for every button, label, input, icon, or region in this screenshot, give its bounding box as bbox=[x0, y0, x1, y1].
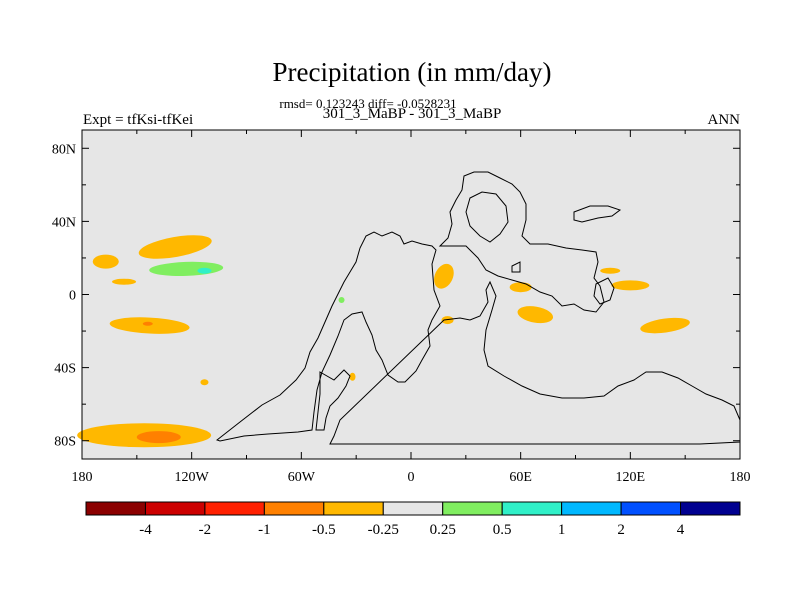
anomaly-layer bbox=[77, 235, 690, 448]
eurasia-coastline bbox=[438, 171, 605, 313]
chart-title: Precipitation (in mm/day) bbox=[273, 57, 552, 87]
season-label: ANN bbox=[708, 112, 741, 128]
anomaly-patch bbox=[349, 372, 356, 381]
x-tick-label: 120W bbox=[175, 470, 210, 485]
colorbar-label: -4 bbox=[139, 522, 152, 538]
colorbar-swatch bbox=[680, 501, 741, 516]
eurasia-inner-coastline bbox=[465, 191, 509, 243]
map-background bbox=[82, 130, 740, 459]
map-panel: 180 120W 60W 0 60E 120E 180 80N 40N 0 40S 80S bbox=[52, 129, 751, 485]
colorbar-label: 0.5 bbox=[493, 522, 512, 538]
x-axis: 180 120W 60W 0 60E 120E 180 bbox=[72, 130, 751, 485]
anomaly-patch bbox=[112, 278, 137, 285]
y-tick-label: 0 bbox=[69, 289, 76, 304]
stats-line: rmsd= 0.123243 diff= -0.0528231 bbox=[279, 96, 456, 111]
y-tick-label: 80N bbox=[52, 142, 76, 157]
x-tick-label: 120E bbox=[616, 470, 646, 485]
anomaly-patch bbox=[611, 280, 650, 291]
anomaly-patch bbox=[517, 306, 554, 324]
colorbar-label: -0.25 bbox=[368, 522, 399, 538]
colorbar-label: 1 bbox=[558, 522, 566, 538]
colorbar-swatch bbox=[263, 501, 325, 516]
colorbar-swatch bbox=[442, 501, 503, 516]
anomaly-patch bbox=[600, 267, 621, 274]
america-coastline bbox=[215, 231, 441, 442]
anomaly-patch bbox=[338, 296, 345, 303]
colorbar-swatch bbox=[561, 501, 622, 516]
arctic-island-coastline bbox=[511, 261, 521, 273]
comparison-label: 301_3_MaBP - 301_3_MaBP bbox=[323, 106, 502, 122]
y-tick-label: 80S bbox=[54, 435, 76, 450]
colorbar-swatch bbox=[85, 501, 146, 516]
africa-coastline bbox=[329, 280, 741, 445]
colorbar-label: -2 bbox=[199, 522, 212, 538]
x-tick-label: 0 bbox=[408, 470, 415, 485]
colorbar-label: -1 bbox=[258, 522, 271, 538]
colorbar-swatch bbox=[382, 501, 444, 516]
colorbar-swatch bbox=[144, 501, 206, 516]
greenland-coastline bbox=[573, 205, 622, 223]
colorbar-swatch bbox=[620, 501, 682, 516]
maritime-continent-coastline bbox=[593, 277, 615, 305]
x-tick-label: 180 bbox=[72, 470, 93, 485]
anomaly-patch bbox=[142, 321, 153, 326]
x-tick-label: 60W bbox=[288, 470, 316, 485]
colorbar-label: 4 bbox=[677, 522, 685, 538]
anomaly-patch bbox=[434, 263, 454, 289]
colorbar-label: 2 bbox=[617, 522, 625, 538]
x-tick-label: 180 bbox=[730, 470, 751, 485]
y-tick-label: 40S bbox=[54, 362, 76, 377]
anomaly-patch bbox=[138, 235, 212, 259]
x-tick-label: 60E bbox=[509, 470, 532, 485]
y-axis: 80N 40N 0 40S 80S bbox=[52, 142, 740, 450]
coastlines bbox=[215, 171, 741, 445]
anomaly-patch bbox=[136, 431, 181, 444]
south-america-inner-coastline bbox=[315, 369, 351, 431]
colorbar-swatch bbox=[204, 501, 265, 516]
colorbar-label: -0.5 bbox=[312, 522, 336, 538]
colorbar-swatch bbox=[501, 501, 563, 516]
anomaly-patch bbox=[509, 282, 532, 293]
anomaly-patch bbox=[197, 267, 212, 274]
anomaly-patch bbox=[200, 379, 209, 386]
colorbar-label: 0.25 bbox=[430, 522, 456, 538]
y-tick-label: 40N bbox=[52, 215, 76, 230]
anomaly-patch bbox=[441, 316, 454, 325]
anomaly-patch bbox=[640, 317, 690, 334]
experiment-label: Expt = tfKsi-tfKei bbox=[83, 112, 193, 128]
anomaly-patch bbox=[92, 254, 119, 269]
colorbar: -4 -2 -1 -0.5 -0.25 0.25 0.5 1 2 4 bbox=[85, 501, 741, 538]
colorbar-swatch bbox=[323, 501, 384, 516]
